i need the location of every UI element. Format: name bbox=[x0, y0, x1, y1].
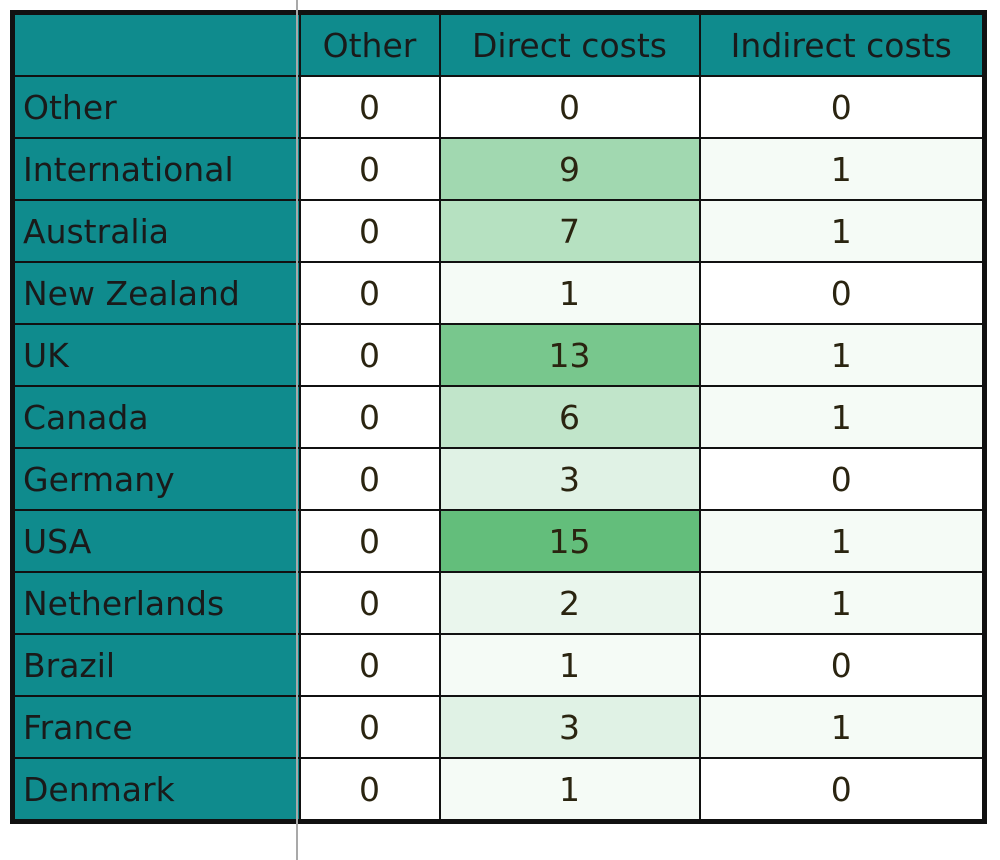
column-header: Indirect costs bbox=[698, 11, 986, 77]
value-cell: 0 bbox=[298, 633, 441, 697]
table-row: Australia 0 7 1 bbox=[11, 199, 986, 263]
value-cell: 0 bbox=[698, 633, 986, 697]
value-cell: 0 bbox=[298, 199, 441, 263]
row-label: Denmark bbox=[11, 757, 301, 823]
value-cell: 1 bbox=[698, 323, 986, 387]
value-cell: 7 bbox=[438, 199, 701, 263]
table-row: Netherlands 0 2 1 bbox=[11, 571, 986, 635]
value-cell: 0 bbox=[298, 137, 441, 201]
value-cell: 0 bbox=[698, 447, 986, 511]
table-row: France 0 3 1 bbox=[11, 695, 986, 759]
value-cell: 0 bbox=[438, 75, 701, 139]
value-cell: 2 bbox=[438, 571, 701, 635]
row-label: International bbox=[11, 137, 301, 201]
row-label: Germany bbox=[11, 447, 301, 511]
value-cell: 0 bbox=[298, 509, 441, 573]
table-row: Canada 0 6 1 bbox=[11, 385, 986, 449]
value-cell: 1 bbox=[698, 509, 986, 573]
value-cell: 1 bbox=[698, 695, 986, 759]
row-label: USA bbox=[11, 509, 301, 573]
value-cell: 13 bbox=[438, 323, 701, 387]
table-row: International 0 9 1 bbox=[11, 137, 986, 201]
row-label: France bbox=[11, 695, 301, 759]
value-cell: 1 bbox=[698, 137, 986, 201]
row-label: Other bbox=[11, 75, 301, 139]
value-cell: 0 bbox=[698, 757, 986, 823]
value-cell: 0 bbox=[298, 323, 441, 387]
value-cell: 0 bbox=[698, 75, 986, 139]
value-cell: 0 bbox=[298, 385, 441, 449]
table-row: Germany 0 3 0 bbox=[11, 447, 986, 511]
table-row: Brazil 0 1 0 bbox=[11, 633, 986, 697]
divider bbox=[296, 0, 298, 860]
column-header: Other bbox=[298, 11, 441, 77]
value-cell: 9 bbox=[438, 137, 701, 201]
value-cell: 1 bbox=[698, 385, 986, 449]
value-cell: 1 bbox=[698, 571, 986, 635]
table-row: USA 0 15 1 bbox=[11, 509, 986, 573]
row-label: UK bbox=[11, 323, 301, 387]
column-header: Direct costs bbox=[438, 11, 701, 77]
heat-table: Other Direct costs Indirect costs Other 0 0 0… bbox=[10, 10, 987, 824]
header-row: Other Direct costs Indirect costs bbox=[11, 11, 986, 77]
row-label: Netherlands bbox=[11, 571, 301, 635]
row-label: New Zealand bbox=[11, 261, 301, 325]
value-cell: 15 bbox=[438, 509, 701, 573]
value-cell: 1 bbox=[698, 199, 986, 263]
table-row: UK 0 13 1 bbox=[11, 323, 986, 387]
row-label: Canada bbox=[11, 385, 301, 449]
row-label: Australia bbox=[11, 199, 301, 263]
value-cell: 1 bbox=[438, 261, 701, 325]
table-body: Other 0 0 0 International 0 9 1 Australia 0 7 1 New … bbox=[11, 75, 986, 823]
value-cell: 0 bbox=[298, 261, 441, 325]
value-cell: 6 bbox=[438, 385, 701, 449]
value-cell: 1 bbox=[438, 633, 701, 697]
table-row: Other 0 0 0 bbox=[11, 75, 986, 139]
row-label: Brazil bbox=[11, 633, 301, 697]
value-cell: 0 bbox=[298, 757, 441, 823]
value-cell: 0 bbox=[698, 261, 986, 325]
value-cell: 1 bbox=[438, 757, 701, 823]
value-cell: 0 bbox=[298, 447, 441, 511]
value-cell: 0 bbox=[298, 571, 441, 635]
corner-cell bbox=[11, 11, 301, 77]
value-cell: 0 bbox=[298, 695, 441, 759]
value-cell: 3 bbox=[438, 447, 701, 511]
value-cell: 3 bbox=[438, 695, 701, 759]
table-row: New Zealand 0 1 0 bbox=[11, 261, 986, 325]
table-row: Denmark 0 1 0 bbox=[11, 757, 986, 823]
value-cell: 0 bbox=[298, 75, 441, 139]
